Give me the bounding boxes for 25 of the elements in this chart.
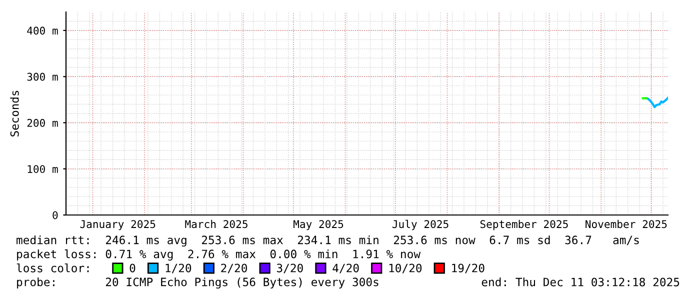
legend-label: 2/20 [221,264,247,274]
y-axis-title: Seconds [10,90,19,136]
x-tick-label: September 2025 [480,220,568,230]
legend-label: 3/20 [276,264,303,274]
x-tick-label: January 2025 [80,220,156,230]
text: median rtt: 246.1 ms avg 253.6 ms max 234.1 ms min 253.6 ms now 6.7 ms sd 36.7 am/s [16,235,639,247]
legend-label: 4/20 [332,264,359,274]
y-tick-label: 200 m [27,118,58,127]
x-tick-label: November 2025 [586,220,667,228]
text: loss color: [16,263,89,272]
x-tick-label: July 2025 [392,220,448,230]
line-series [645,96,668,108]
x-tick-label: March 2025 [185,220,248,228]
legend-label: 0 [130,264,136,272]
text: probe: 20 ICMP Echo Pings (56 Bytes) every 300s [17,277,378,289]
legend-label: 1/20 [166,264,192,274]
text: end: Thu Dec 11 03:12:18 2025 [482,278,680,286]
y-tick-label: 400 m [27,26,58,35]
legend-label: 19/20 [452,264,484,274]
y-tick-label: 0 [52,211,58,220]
text: packet loss: 0.71 % avg 2.76 % max 0.00 % min 1.91 % now [17,249,421,261]
legend-label: 10/20 [389,264,422,274]
y-tick-label: 100 m [28,165,58,174]
x-tick-label: May 2025 [294,220,344,230]
y-tick-label: 300 m [27,72,58,81]
